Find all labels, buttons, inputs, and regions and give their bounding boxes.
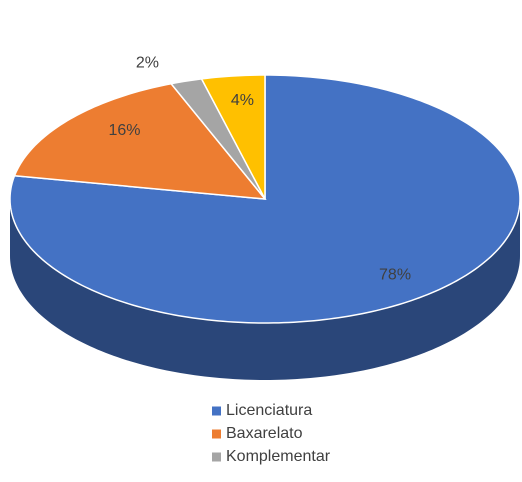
legend-swatch [212, 429, 221, 439]
legend-label: Komplementar [226, 448, 331, 465]
legend-swatch [212, 452, 221, 462]
data-label: 16% [108, 122, 140, 139]
pie-slice [13, 82, 267, 200]
pie-slice [200, 74, 266, 200]
legend-swatch [212, 406, 221, 416]
pie-slice [169, 78, 266, 200]
data-label: 4% [231, 92, 254, 109]
data-label: 2% [136, 55, 159, 72]
legend-label: Baxarelato [226, 425, 303, 442]
pie-side [10, 199, 520, 380]
data-label: 78% [379, 267, 411, 284]
legend-label: Licenciatura [226, 402, 312, 419]
